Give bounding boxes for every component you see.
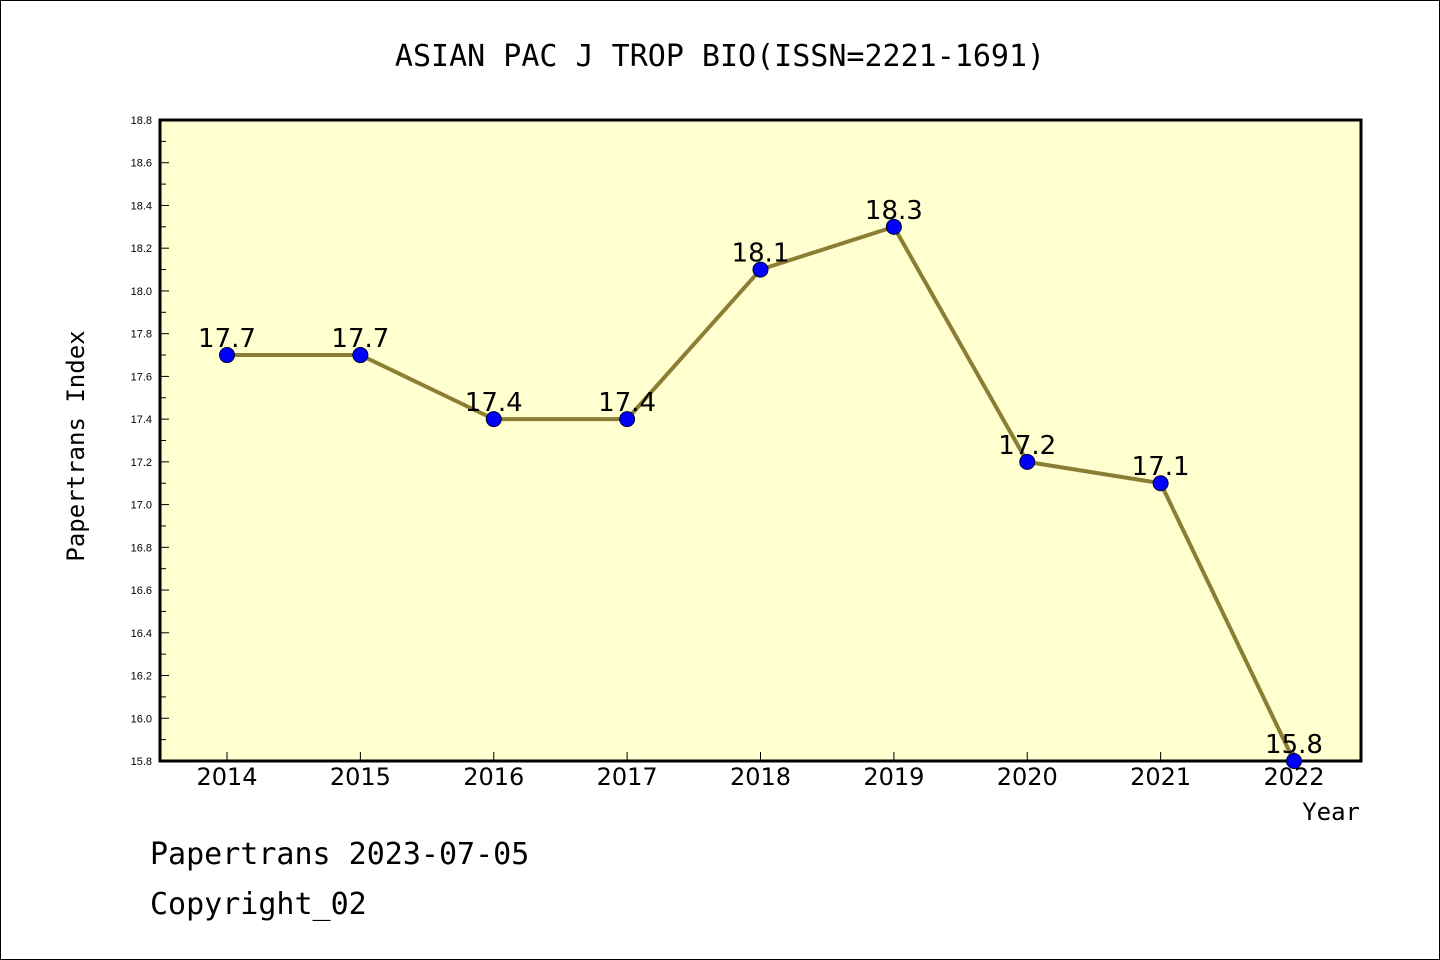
x-tick-label: 2015	[330, 763, 391, 791]
data-label: 17.4	[465, 388, 523, 418]
x-axis-label: Year	[1302, 798, 1360, 826]
x-tick-label: 2018	[730, 763, 791, 791]
y-axis-label: Papertrans Index	[62, 330, 90, 561]
y-tick-label: 15.8	[131, 756, 152, 768]
y-tick-label: 16.0	[131, 713, 152, 725]
x-tick-label: 2020	[997, 763, 1058, 791]
footer-copyright: Copyright_02	[150, 887, 367, 922]
y-tick-label: 16.6	[131, 585, 152, 597]
y-tick-label: 17.6	[131, 371, 152, 383]
x-tick-label: 2021	[1130, 763, 1191, 791]
y-tick-label: 17.8	[131, 329, 152, 341]
data-label: 18.1	[732, 239, 790, 269]
y-tick-label: 17.2	[131, 457, 152, 469]
data-point	[485, 411, 502, 428]
data-point	[619, 411, 636, 428]
y-tick-label: 18.0	[131, 286, 152, 298]
chart-title: ASIAN PAC J TROP BIO(ISSN=2221-1691)	[395, 39, 1045, 74]
footer-date: Papertrans 2023-07-05	[150, 837, 529, 872]
y-tick-label: 18.4	[131, 200, 152, 212]
y-tick-label: 18.8	[131, 115, 152, 127]
data-label: 17.1	[1132, 452, 1190, 482]
y-axis: 15.8 16.0 16.2 16.4 16.6 16.8 17.0 17.2 17.4 17.6…	[131, 115, 169, 768]
data-label: 15.8	[1265, 730, 1323, 760]
plot-area	[158, 118, 1363, 763]
data-label: 17.4	[598, 388, 656, 418]
data-label: 17.7	[331, 324, 389, 354]
y-tick-label: 16.2	[131, 671, 152, 683]
data-label: 18.3	[865, 196, 923, 226]
y-tick-label: 18.6	[131, 158, 152, 170]
y-tick-label: 16.4	[131, 628, 152, 640]
data-label: 17.7	[198, 324, 256, 354]
x-axis: 2014 2015 2016 2017 2018 2019 2020 2021 2022	[196, 752, 1325, 791]
data-points	[219, 218, 1302, 769]
data-labels: 17.7 17.7 17.4 17.4 18.1 18.3 17.2 17.1 15.8	[198, 196, 1323, 760]
x-tick-label: 2014	[196, 763, 257, 791]
data-point	[1286, 753, 1302, 769]
y-tick-label: 16.8	[131, 542, 152, 554]
y-tick-label: 17.4	[131, 414, 152, 426]
data-point	[1152, 475, 1169, 492]
x-tick-label: 2019	[863, 763, 924, 791]
data-point	[352, 347, 369, 364]
data-point	[1019, 453, 1036, 470]
data-point	[219, 347, 235, 364]
data-point	[752, 261, 769, 278]
y-tick-label: 18.2	[131, 243, 152, 255]
x-tick-label: 2016	[463, 763, 524, 791]
data-point	[885, 218, 902, 235]
y-tick-label: 17.0	[131, 500, 152, 512]
x-tick-label: 2017	[597, 763, 658, 791]
data-label: 17.2	[998, 431, 1056, 461]
